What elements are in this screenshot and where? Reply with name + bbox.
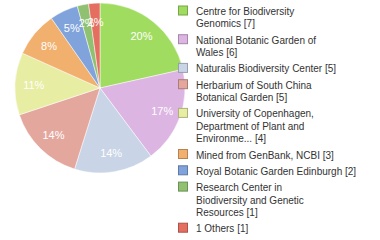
legend-label: Royal Botanic Garden Edinburgh [2] — [196, 166, 356, 177]
legend-label: Naturalis Biodiversity Center [5] — [196, 63, 336, 74]
chart: 20%17%14%14%11%8%5%2%2%Centre for Biodiv… — [0, 0, 380, 240]
data-label: 14% — [43, 129, 65, 141]
legend-swatch — [179, 6, 188, 15]
legend-swatch — [179, 223, 188, 232]
legend-swatch — [179, 182, 188, 191]
pie — [15, 3, 185, 173]
legend-label: University of Copenhagen,Department of P… — [196, 108, 314, 144]
legend-swatch — [179, 108, 188, 117]
legend-label: National Botanic Garden ofWales [6] — [196, 35, 316, 58]
data-label: 17% — [151, 105, 173, 117]
data-label: 8% — [41, 40, 57, 52]
data-label: 11% — [23, 79, 44, 91]
data-label: 5% — [64, 22, 80, 34]
legend-label: Mined from GenBank, NCBI [3] — [196, 150, 334, 161]
legend-label: Research Center inBiodiversity and Genet… — [196, 182, 304, 218]
legend: Centre for BiodiversityGenomics [7] Natio… — [179, 6, 357, 234]
data-labels: 20%17%14%14%11%8%5%2%2% — [23, 16, 173, 160]
legend-label: Herbarium of South ChinaBotanical Garden… — [196, 80, 312, 103]
legend-swatch — [179, 35, 188, 44]
data-label: 14% — [100, 147, 122, 159]
legend-swatch — [179, 63, 188, 72]
legend-swatch — [179, 80, 188, 89]
data-label: 2% — [88, 16, 104, 28]
legend-swatch — [179, 166, 188, 175]
data-label: 20% — [130, 30, 152, 42]
legend-swatch — [179, 150, 188, 159]
legend-label: 1 Others [1] — [196, 223, 248, 234]
legend-label: Centre for BiodiversityGenomics [7] — [196, 6, 294, 29]
